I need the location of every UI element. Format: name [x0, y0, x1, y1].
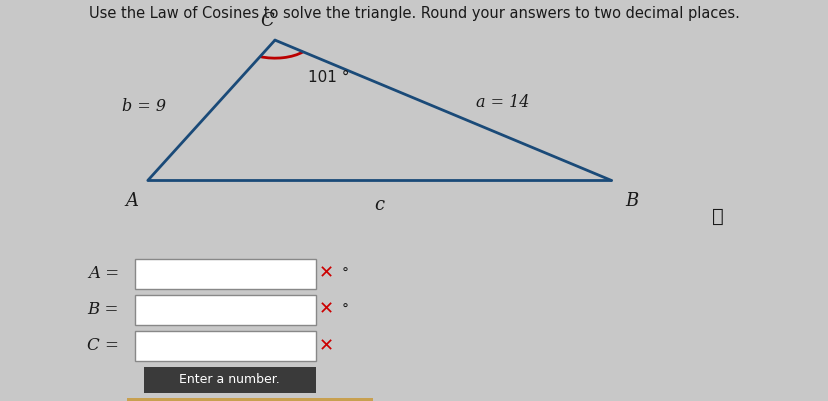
Text: ✕: ✕	[318, 301, 333, 319]
Text: A =: A =	[88, 265, 119, 282]
FancyBboxPatch shape	[135, 295, 315, 325]
Text: A: A	[125, 192, 137, 211]
Text: c: c	[374, 196, 384, 215]
Text: 101 °: 101 °	[307, 70, 349, 85]
Text: B =: B =	[88, 301, 119, 318]
Text: Use the Law of Cosines to solve the triangle. Round your answers to two decimal : Use the Law of Cosines to solve the tria…	[89, 6, 739, 21]
FancyBboxPatch shape	[135, 259, 315, 289]
Text: °: °	[341, 267, 348, 281]
Text: B: B	[624, 192, 638, 211]
FancyBboxPatch shape	[143, 367, 315, 393]
FancyBboxPatch shape	[128, 398, 373, 401]
Text: a = 14: a = 14	[475, 94, 529, 111]
Text: C: C	[260, 12, 273, 30]
Text: Enter a number.: Enter a number.	[180, 373, 280, 387]
Text: ✕: ✕	[318, 265, 333, 283]
Text: ⓘ: ⓘ	[711, 207, 723, 226]
Text: °: °	[341, 303, 348, 317]
Text: b = 9: b = 9	[122, 98, 166, 115]
Text: ✕: ✕	[318, 337, 333, 355]
Text: C =: C =	[87, 337, 119, 354]
FancyBboxPatch shape	[135, 331, 315, 361]
